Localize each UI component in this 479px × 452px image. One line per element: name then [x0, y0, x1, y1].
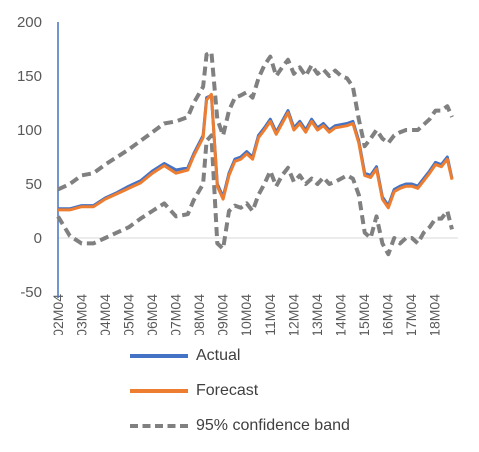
y-axis-ticks: 200 150 100 50 0 -50 [17, 14, 42, 301]
series-band-upper [57, 50, 454, 192]
x-tick-label: 2013M04 [309, 294, 325, 335]
y-tick-label: 200 [17, 14, 42, 31]
legend-item-band: 95% confidence band [130, 408, 350, 443]
legend: Actual Forecast 95% confidence band [130, 338, 350, 443]
x-tick-label: 2009M04 [215, 294, 231, 335]
legend-label-actual: Actual [196, 346, 241, 364]
legend-item-actual: Actual [130, 338, 350, 373]
x-tick-label: 2010M04 [238, 294, 254, 335]
x-tick-label: 2017M04 [403, 294, 419, 335]
legend-label-forecast: Forecast [196, 381, 259, 399]
x-tick-label: 2011M04 [262, 294, 278, 335]
x-tick-label: 2012M04 [285, 294, 301, 335]
x-tick-label: 2005M04 [121, 294, 137, 335]
legend-swatch-band [130, 423, 188, 428]
legend-swatch-forecast [130, 388, 188, 393]
x-tick-label: 2004M04 [97, 294, 113, 335]
series-band-lower [56, 133, 454, 257]
y-tick-label: 0 [34, 230, 42, 247]
x-tick-label: 2002M04 [50, 294, 66, 335]
x-tick-label: 2006M04 [144, 294, 160, 335]
legend-item-forecast: Forecast [130, 373, 350, 408]
y-tick-label: 150 [17, 68, 42, 85]
x-axis-ticks: 2002M04 2003M04 2004M04 2005M04 2006M04 2007M… [50, 294, 442, 335]
x-tick-label: 2008M04 [191, 294, 207, 335]
legend-swatch-actual [130, 353, 188, 358]
y-tick-label: -50 [20, 284, 42, 301]
legend-label-band: 95% confidence band [196, 416, 350, 434]
series-forecast [58, 92, 454, 212]
x-tick-label: 2014M04 [332, 294, 348, 335]
y-tick-label: 50 [25, 176, 42, 193]
y-tick-label: 100 [17, 122, 42, 139]
x-tick-label: 2007M04 [168, 294, 184, 335]
x-tick-label: 2015M04 [356, 294, 372, 335]
x-tick-label: 2003M04 [74, 294, 90, 335]
x-tick-label: 2018M04 [426, 294, 442, 335]
x-tick-label: 2016M04 [379, 294, 395, 335]
series-actual [58, 93, 454, 211]
series-layer [56, 50, 454, 257]
